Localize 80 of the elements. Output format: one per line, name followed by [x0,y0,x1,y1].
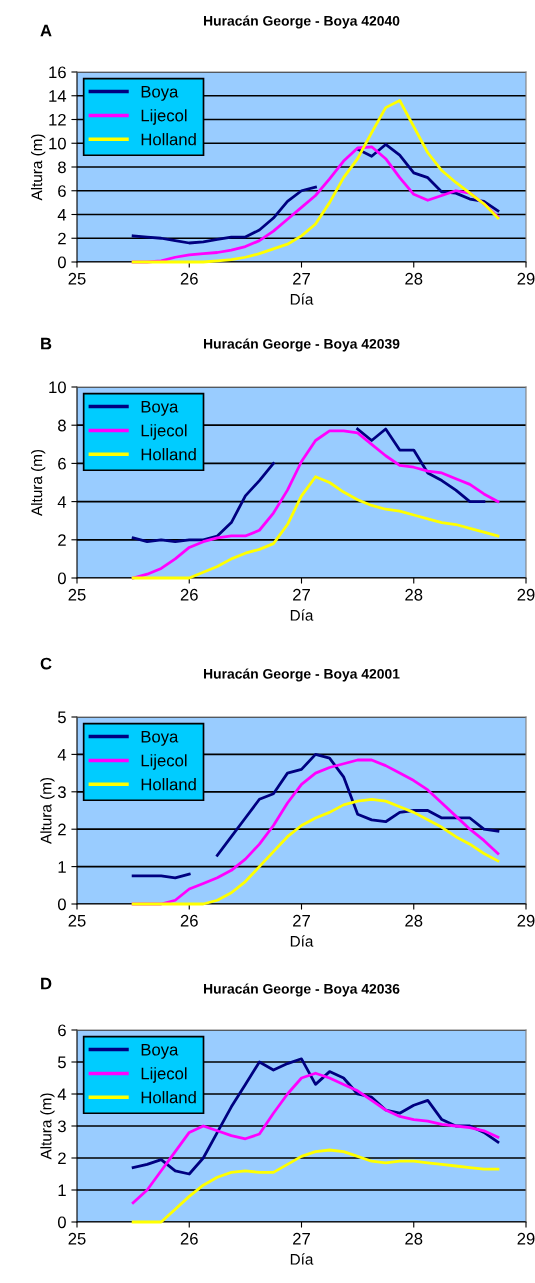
y-tick-label: 6 [58,185,66,197]
x-tick-label: 28 [405,1232,423,1245]
line-series [131,475,500,580]
legend-label: Lijecol [141,109,187,125]
x-tick-label: 26 [180,272,198,285]
y-tick-label: 12 [49,113,66,126]
y-tick-label: 8 [58,161,66,174]
legend-label: Lijecol [141,754,187,770]
legend-label: Lijecol [141,1067,187,1083]
y-tick-label: 0 [57,898,66,911]
x-tick-label: 26 [180,1232,198,1245]
y-axis-title: Altura (m) [31,449,46,516]
y-tick-label: 3 [57,1120,66,1133]
x-tick-label: 28 [405,588,423,601]
text: D [41,977,52,990]
text: C [40,657,52,670]
y-tick-label: 6 [58,457,66,470]
y-tick-label: 10 [49,381,66,394]
y-tick-label: 4 [57,209,67,221]
x-tick-label: 29 [517,588,535,601]
y-tick-label: 3 [57,786,66,798]
y-tick-label: 14 [49,90,67,102]
x-axis-title: Día [290,1253,314,1265]
x-tick-label: 25 [68,1232,86,1245]
y-tick-label: 1 [58,861,66,873]
y-tick-label: 5 [57,1056,66,1069]
x-tick-label: 25 [68,588,86,601]
legend-label: Holland [141,1091,196,1104]
y-tick-label: 8 [58,419,66,432]
y-tick-label: 4 [57,496,67,508]
line-series [131,1148,500,1224]
legend-label: Holland [141,448,196,461]
y-axis-title: Altura (m) [31,134,46,201]
y-axis-title: Altura (m) [40,1093,55,1160]
text: B [41,337,52,350]
y-tick-label: 0 [57,1216,66,1229]
x-tick-label: 29 [517,1232,535,1245]
chart-title: Huracán George - Boya 42036 [204,983,400,997]
x-tick-label: 25 [68,914,86,927]
x-tick-label: 27 [293,1232,310,1245]
x-tick-label: 27 [293,272,310,285]
line-series [131,797,500,906]
legend-label: Lijecol [141,424,187,440]
y-tick-label: 1 [58,1184,66,1197]
legend-label: Boya [141,1043,179,1059]
y-tick-label: 2 [58,232,66,245]
x-axis-title: Día [290,609,314,621]
chart-title: Huracán George - Boya 42039 [204,338,400,352]
legend-label: Boya [141,730,179,746]
y-tick-label: 4 [57,1088,67,1101]
y-tick-label: 2 [58,1152,66,1165]
y-tick-label: 10 [49,137,66,150]
y-tick-label: 0 [57,256,66,269]
x-tick-label: 26 [180,588,198,601]
y-tick-label: 6 [58,1024,66,1037]
x-tick-label: 29 [517,914,535,927]
line-series [131,99,500,264]
text: A [40,24,52,37]
x-tick-label: 26 [180,914,198,927]
x-tick-label: 27 [293,914,310,927]
y-tick-label: 4 [57,748,67,761]
legend-label: Boya [141,400,179,416]
x-tick-label: 25 [68,272,86,285]
x-tick-label: 28 [405,272,423,285]
y-tick-label: 16 [49,66,66,79]
x-axis-title: Día [290,935,314,947]
y-tick-label: 5 [57,711,66,724]
x-tick-label: 28 [405,914,423,927]
legend-label: Holland [141,133,196,146]
chart-title: Huracán George - Boya 42001 [204,668,400,682]
chart-title: Huracán George - Boya 42040 [204,15,400,29]
x-tick-label: 27 [293,588,310,601]
y-axis-title: Altura (m) [40,777,55,844]
x-axis-title: Día [290,293,314,305]
legend-label: Boya [141,85,179,101]
y-tick-label: 2 [58,534,66,546]
legend-label: Holland [141,778,196,791]
x-tick-label: 29 [517,272,535,285]
y-tick-label: 2 [58,823,66,836]
y-tick-label: 0 [57,572,66,585]
